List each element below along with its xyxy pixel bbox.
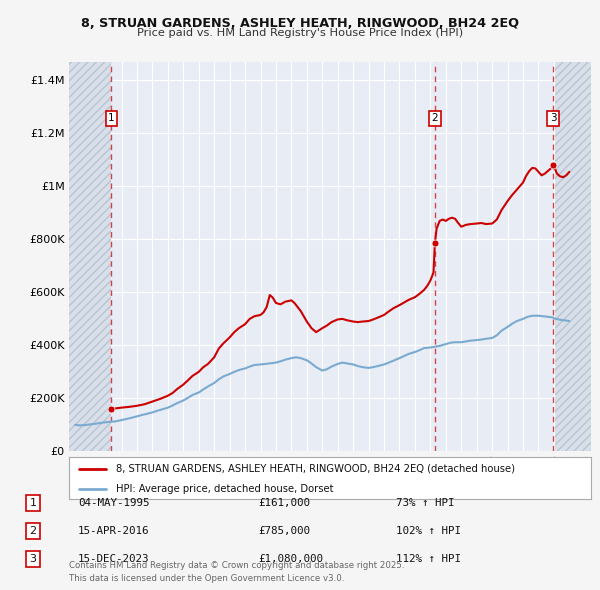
Text: 2: 2 (431, 113, 438, 123)
Text: HPI: Average price, detached house, Dorset: HPI: Average price, detached house, Dors… (116, 484, 334, 494)
Text: 73% ↑ HPI: 73% ↑ HPI (396, 498, 455, 507)
Text: 04-MAY-1995: 04-MAY-1995 (78, 498, 149, 507)
Text: Contains HM Land Registry data © Crown copyright and database right 2025.
This d: Contains HM Land Registry data © Crown c… (69, 562, 404, 583)
Bar (555, 62, 591, 451)
Text: 1: 1 (108, 113, 115, 123)
Text: £785,000: £785,000 (258, 526, 310, 536)
Text: 15-DEC-2023: 15-DEC-2023 (78, 555, 149, 564)
Text: 15-APR-2016: 15-APR-2016 (78, 526, 149, 536)
Text: Price paid vs. HM Land Registry's House Price Index (HPI): Price paid vs. HM Land Registry's House … (137, 28, 463, 38)
Text: 102% ↑ HPI: 102% ↑ HPI (396, 526, 461, 536)
Bar (69, 62, 112, 451)
Text: 8, STRUAN GARDENS, ASHLEY HEATH, RINGWOOD, BH24 2EQ (detached house): 8, STRUAN GARDENS, ASHLEY HEATH, RINGWOO… (116, 464, 515, 474)
Text: 2: 2 (29, 526, 37, 536)
Text: 3: 3 (29, 555, 37, 564)
Text: 1: 1 (29, 498, 37, 507)
Text: £161,000: £161,000 (258, 498, 310, 507)
Text: 112% ↑ HPI: 112% ↑ HPI (396, 555, 461, 564)
Text: 3: 3 (550, 113, 557, 123)
Text: £1,080,000: £1,080,000 (258, 555, 323, 564)
Text: 8, STRUAN GARDENS, ASHLEY HEATH, RINGWOOD, BH24 2EQ: 8, STRUAN GARDENS, ASHLEY HEATH, RINGWOO… (81, 17, 519, 30)
